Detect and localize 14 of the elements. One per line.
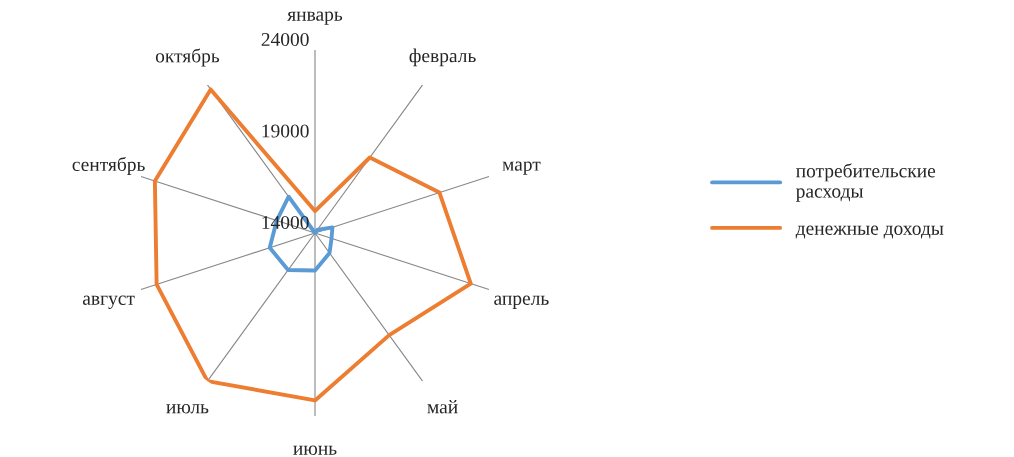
- y-tick-label: 24000: [261, 32, 309, 47]
- spoke-label: август: [82, 295, 135, 309]
- legend-label: потребительские расходы: [796, 163, 936, 202]
- spoke-label: июль: [166, 404, 209, 414]
- spoke-label: сентябрь: [72, 156, 145, 175]
- spoke-label: октябрь: [155, 48, 220, 67]
- spoke-label: февраль: [409, 48, 476, 67]
- spoke-label: апрель: [494, 295, 549, 309]
- spoke-label: июнь: [293, 445, 337, 455]
- spoke-label: январь: [287, 11, 343, 25]
- spoke-label: май: [427, 399, 458, 414]
- y-tick-label: 19000: [262, 124, 309, 138]
- spoke-label: март: [502, 161, 541, 175]
- legend-label: денежные доходы: [795, 225, 944, 239]
